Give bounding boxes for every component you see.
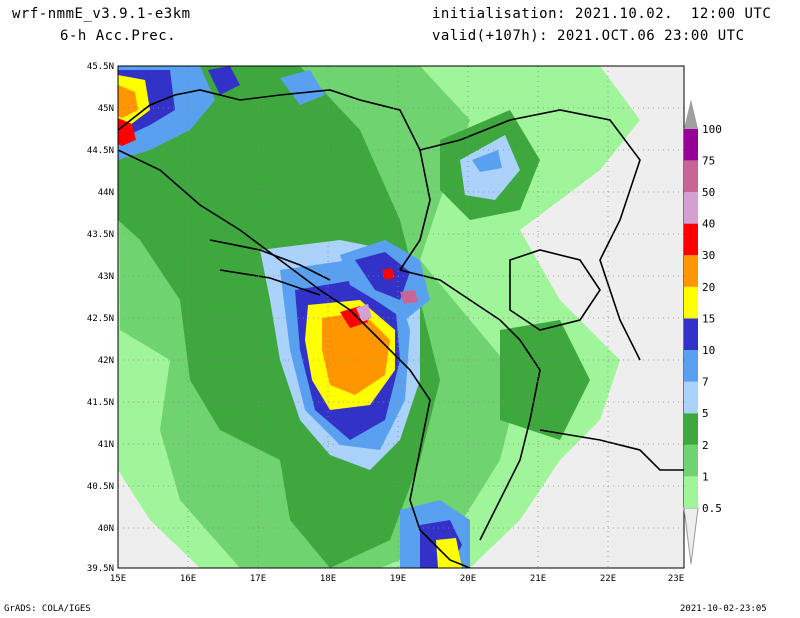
- lon-tick-label: 19E: [390, 574, 406, 584]
- legend-swatch: [684, 255, 698, 287]
- footer-timestamp: 2021-10-02-23:05: [680, 604, 767, 614]
- lat-tick-label: 43.5N: [87, 230, 114, 240]
- lat-tick-label: 42N: [98, 356, 114, 366]
- lat-tick-label: 43N: [98, 272, 114, 282]
- footer-credit: GrADS: COLA/IGES: [4, 604, 91, 614]
- legend-label: 1: [702, 470, 709, 483]
- lat-tick-label: 42.5N: [87, 314, 114, 324]
- legend-swatch: [684, 413, 698, 445]
- legend-swatch: [684, 318, 698, 350]
- field-title: 6-h Acc.Prec.: [60, 28, 177, 44]
- lat-axis: 45.5N 45N 44.5N 44N 43.5N 43N 42.5N 42N …: [87, 62, 114, 574]
- legend-swatch: [684, 444, 698, 477]
- graticule: [118, 66, 684, 568]
- legend-lower-arrow: [683, 507, 699, 565]
- lon-axis: 15E 16E 17E 18E 19E 20E 21E 22E 23E: [110, 574, 684, 584]
- legend-swatch: [684, 286, 698, 319]
- lat-tick-label: 45N: [98, 104, 114, 114]
- legend-swatch: [684, 128, 698, 161]
- lon-tick-label: 16E: [180, 574, 196, 584]
- legend-swatch: [684, 192, 698, 224]
- legend-swatch: [684, 350, 698, 382]
- lat-tick-label: 40N: [98, 524, 114, 534]
- lat-tick-label: 44.5N: [87, 146, 114, 156]
- model-title: wrf-nmmE_v3.9.1-e3km: [12, 6, 191, 22]
- legend-label: 100: [702, 123, 722, 136]
- lon-tick-label: 20E: [460, 574, 476, 584]
- legend-swatch: [684, 476, 698, 508]
- legend-swatch: [684, 160, 698, 192]
- lon-tick-label: 21E: [530, 574, 546, 584]
- lat-tick-label: 41.5N: [87, 398, 114, 408]
- lon-tick-label: 18E: [320, 574, 336, 584]
- legend-swatch: [684, 223, 698, 256]
- legend-label: 15: [702, 312, 715, 325]
- legend-label: 10: [702, 344, 715, 357]
- legend-swatch: [684, 99, 698, 129]
- lon-tick-label: 23E: [668, 574, 684, 584]
- init-time: initialisation: 2021.10.02. 12:00 UTC: [432, 6, 772, 22]
- lat-tick-label: 39.5N: [87, 564, 114, 574]
- legend-label: 30: [702, 249, 715, 262]
- color-legend: 0.5 1 2 5 7 10 15 20 30 40 50 75 100: [683, 99, 722, 565]
- lon-tick-label: 15E: [110, 574, 126, 584]
- legend-label: 50: [702, 186, 715, 199]
- legend-swatch: [684, 381, 698, 414]
- lat-tick-label: 41N: [98, 440, 114, 450]
- lon-tick-label: 17E: [250, 574, 266, 584]
- lat-tick-label: 45.5N: [87, 62, 114, 72]
- legend-label: 7: [702, 376, 709, 389]
- boundaries: [118, 89, 684, 568]
- legend-label: 40: [702, 218, 715, 231]
- map-field: [118, 66, 684, 568]
- legend-label: 0.5: [702, 502, 722, 515]
- legend-label: 5: [702, 407, 709, 420]
- lat-tick-label: 40.5N: [87, 482, 114, 492]
- legend-label: 2: [702, 439, 709, 452]
- valid-time: valid(+107h): 2021.OCT.06 23:00 UTC: [432, 28, 745, 44]
- legend-label: 20: [702, 281, 715, 294]
- lat-tick-label: 44N: [98, 188, 114, 198]
- lon-tick-label: 22E: [600, 574, 616, 584]
- legend-label: 75: [702, 154, 715, 167]
